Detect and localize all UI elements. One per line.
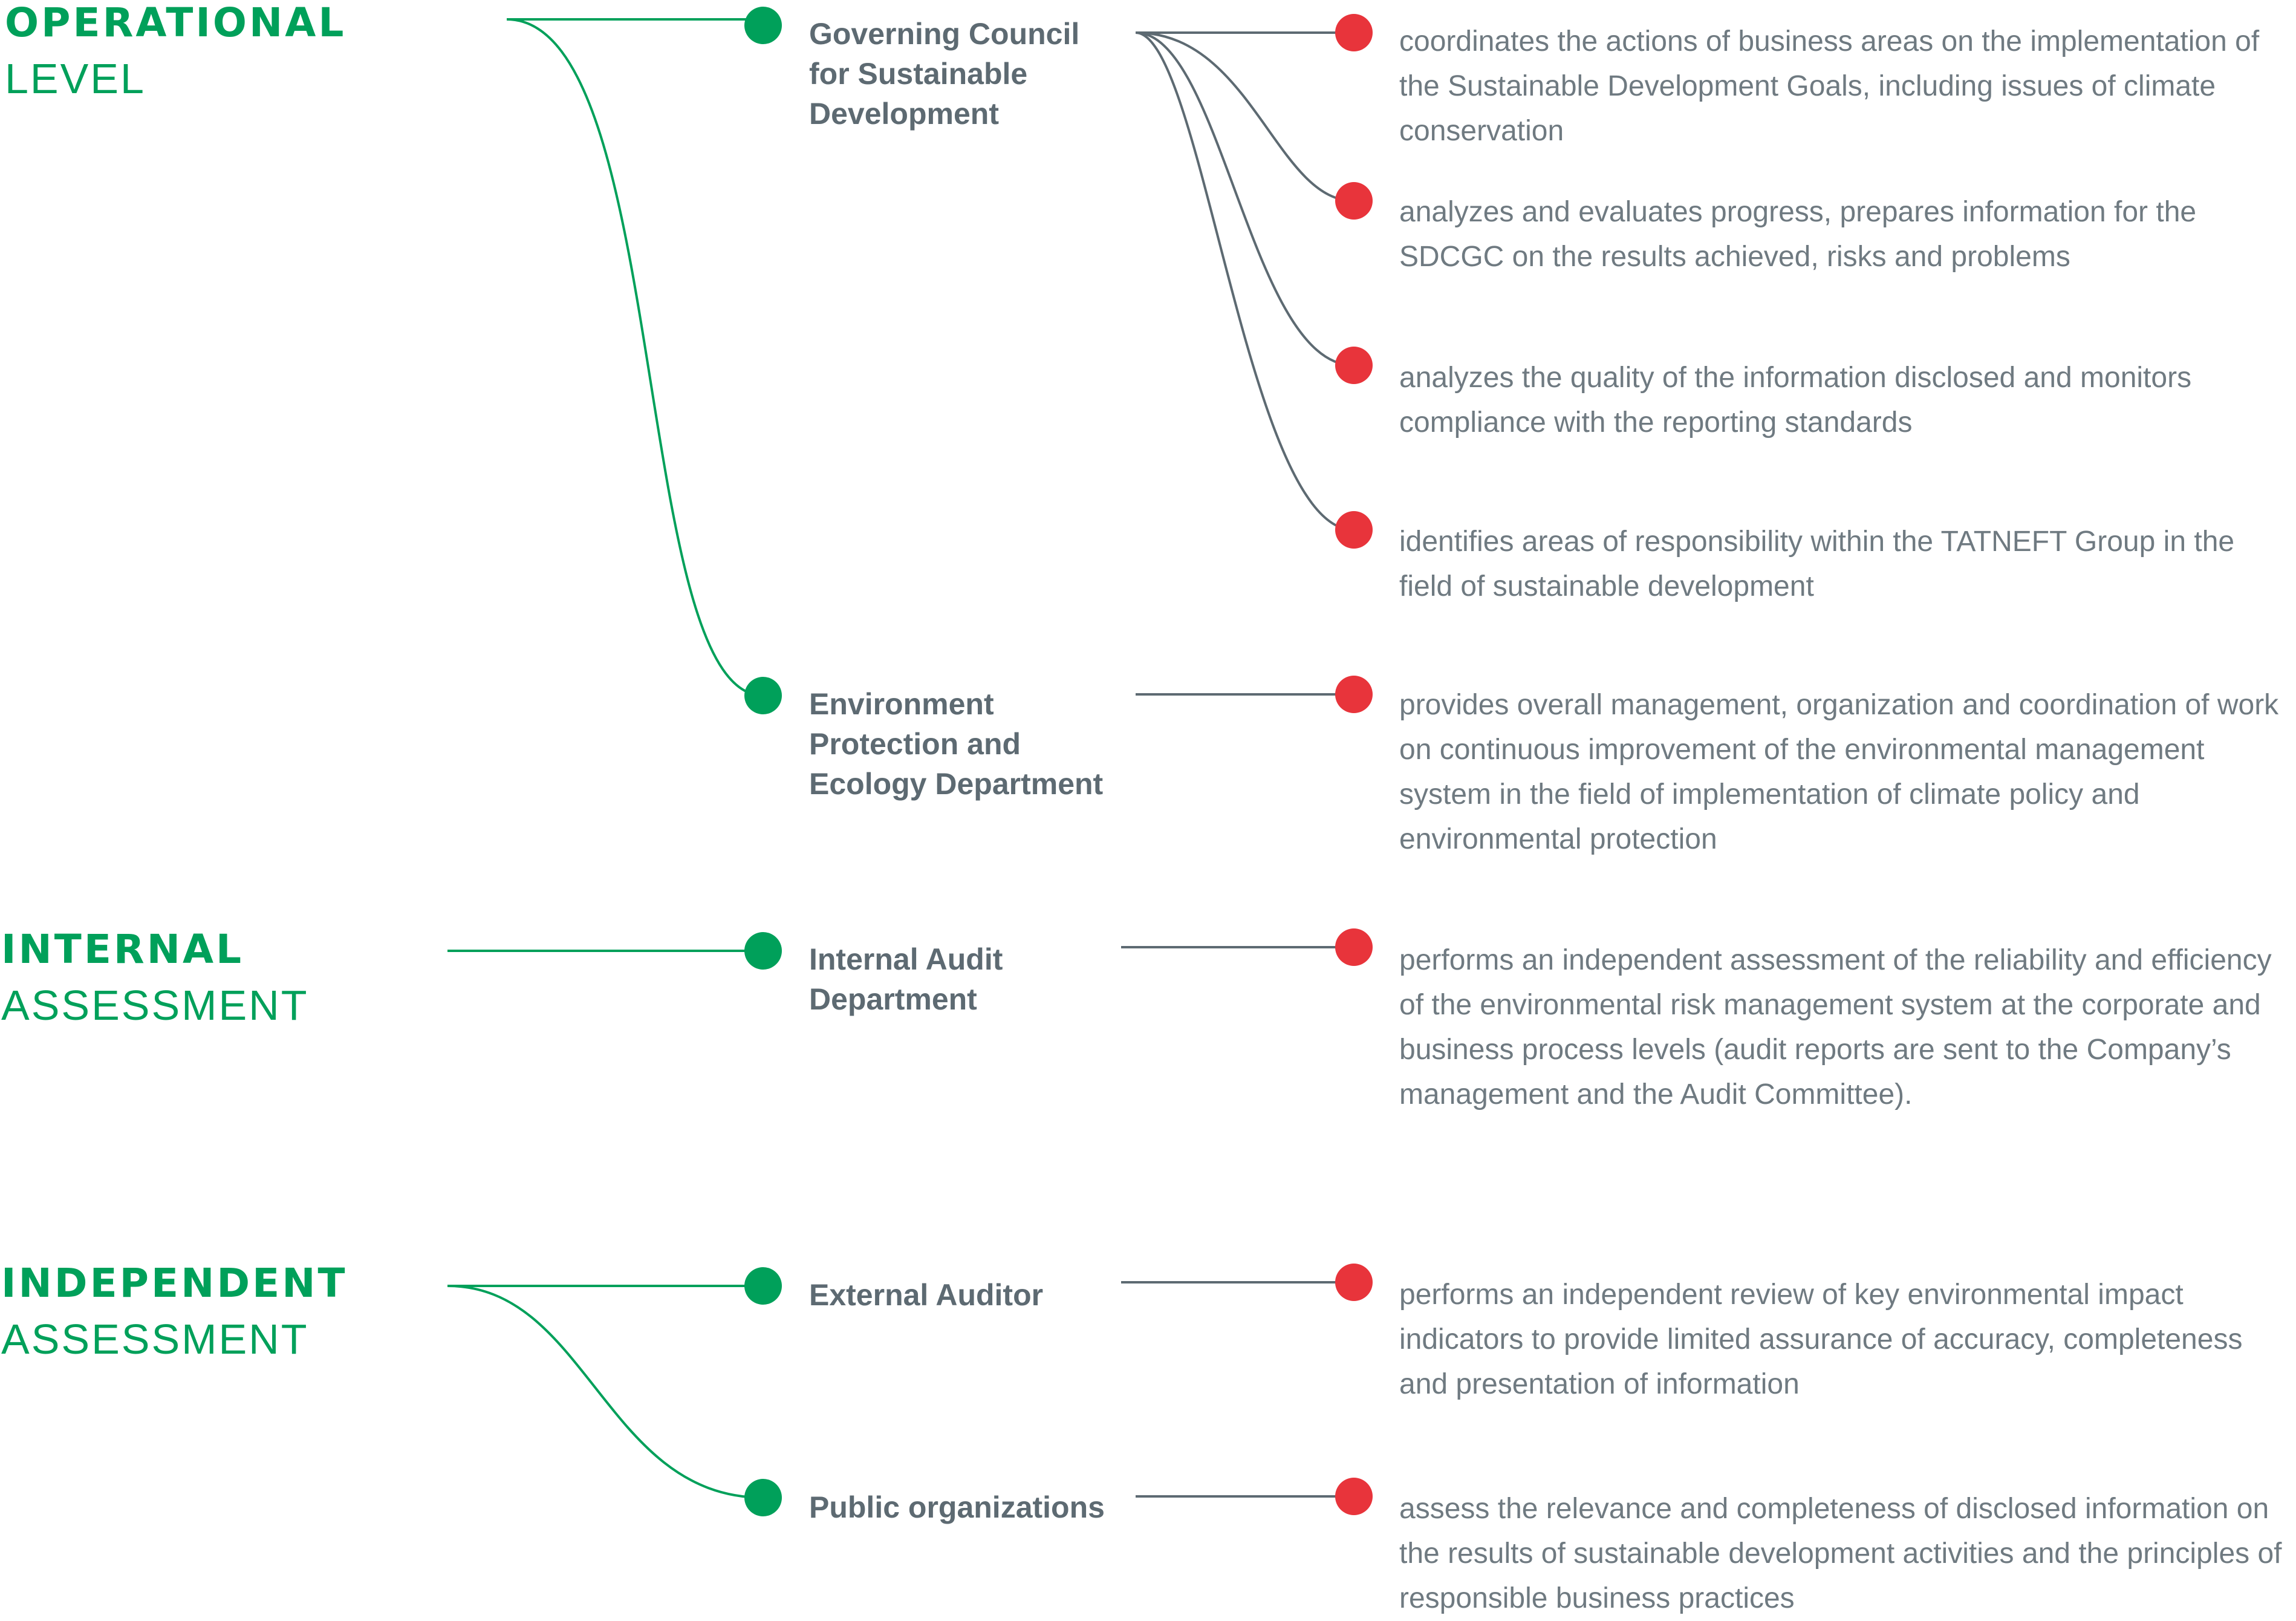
body-name-governing-council: Governing Council for Sustainable Develo… (809, 17, 1080, 131)
level-label-line-2: ASSESSMENT (1, 982, 309, 1029)
level-label-line-2: LEVEL (5, 55, 146, 102)
level-label-internal-assessment: INTERNAL ASSESSMENT (1, 922, 308, 1033)
body-node-external-auditor (744, 1267, 782, 1305)
function-text-7: performs an independent review of key en… (1399, 1279, 2243, 1400)
connector-council-function-4 (1135, 31, 1354, 531)
function-text-3: analyzes the quality of the information … (1399, 362, 2192, 439)
body-node-environment-department (744, 677, 782, 714)
function-node-2 (1335, 182, 1373, 220)
level-label-independent-assessment: INDEPENDENT ASSESSMENT (1, 1256, 347, 1367)
function-node-6 (1335, 928, 1373, 966)
connector-independent-public-organizations (447, 1285, 764, 1499)
function-node-3 (1335, 347, 1373, 384)
function-node-8 (1335, 1478, 1373, 1515)
function-text-5: provides overall management, organizatio… (1399, 689, 2279, 855)
level-label-line-1: OPERATIONAL (5, 0, 346, 46)
body-name-internal-audit: Internal Audit Department (809, 942, 1003, 1016)
level-label-line-1: INDEPENDENT (1, 1260, 348, 1306)
connector-council-function-3 (1135, 31, 1354, 367)
level-label-line-2: ASSESSMENT (1, 1316, 309, 1363)
body-name-external-auditor: External Auditor (809, 1278, 1044, 1312)
body-node-public-organizations (744, 1479, 782, 1516)
function-text-4: identifies areas of responsibility withi… (1399, 526, 2235, 602)
function-node-4 (1335, 511, 1373, 549)
body-node-governing-council (744, 7, 782, 44)
function-node-1 (1335, 14, 1373, 51)
function-text-2: analyzes and evaluates progress, prepare… (1399, 196, 2197, 273)
body-node-internal-audit (744, 932, 782, 970)
function-text-8: assess the relevance and completeness of… (1399, 1493, 2282, 1614)
function-node-5 (1335, 676, 1373, 713)
function-node-7 (1335, 1264, 1373, 1301)
body-name-public-organizations: Public organizations (809, 1490, 1105, 1524)
level-label-line-1: INTERNAL (1, 926, 244, 973)
level-label-operational: OPERATIONAL LEVEL (5, 0, 346, 106)
function-text-1: coordinates the actions of business area… (1399, 25, 2260, 147)
body-name-environment-department: Environment Protection and Ecology Depar… (809, 687, 1104, 801)
connector-council-function-2 (1135, 31, 1354, 202)
function-text-6: performs an independent assessment of th… (1399, 944, 2272, 1111)
connector-operational-environment-department (506, 18, 764, 697)
